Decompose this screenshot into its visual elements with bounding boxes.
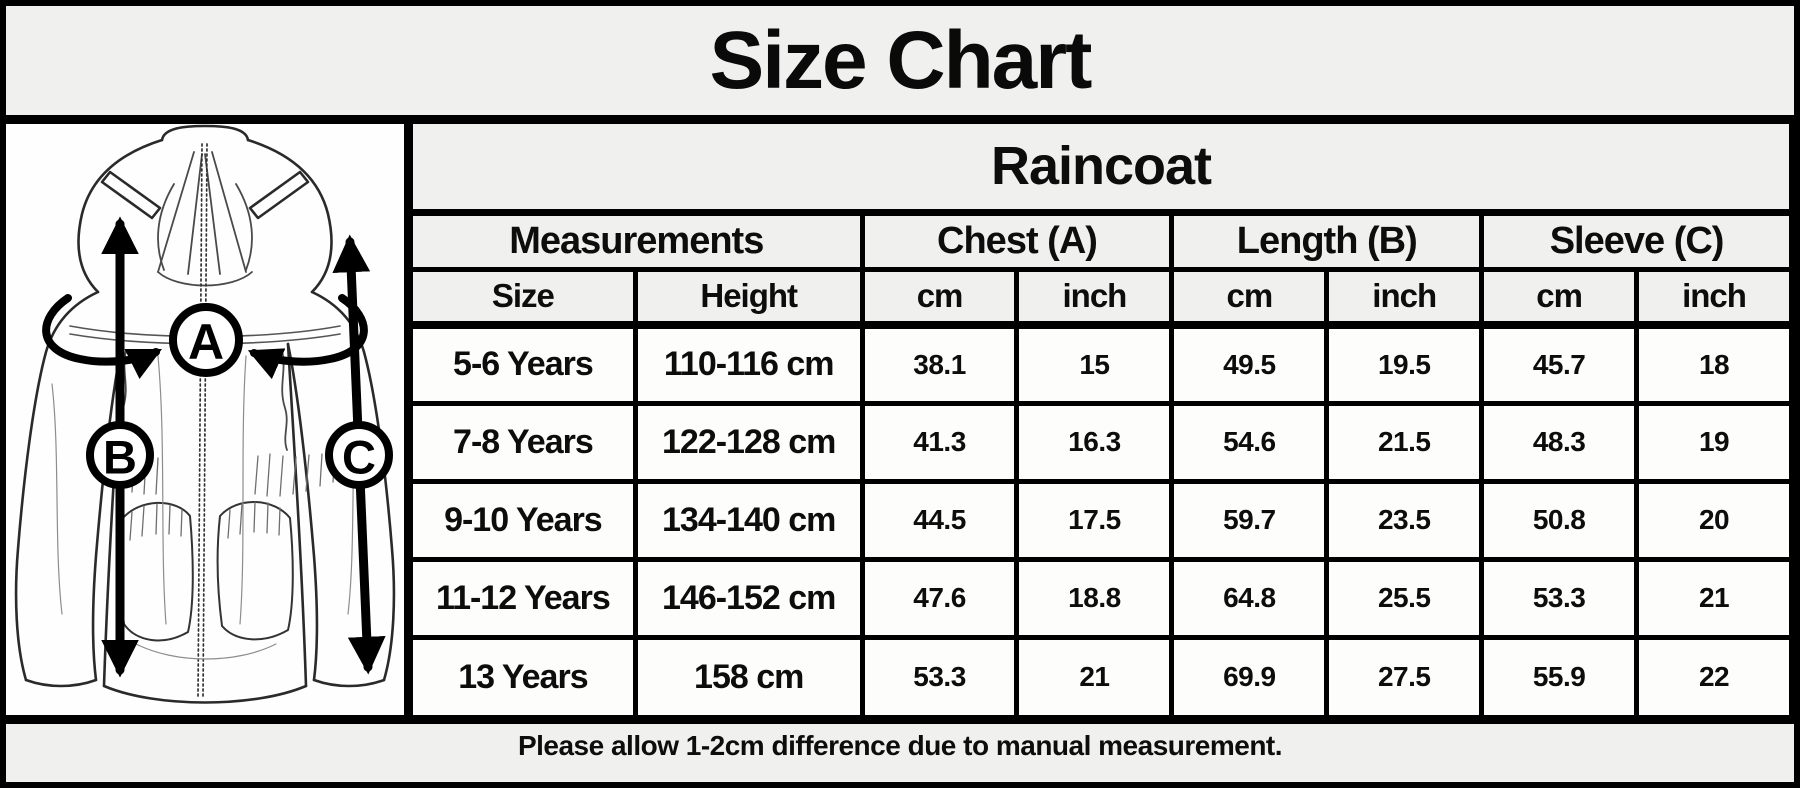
badge-a-circle <box>169 303 243 377</box>
cell-length-inch: 23.5 <box>1324 478 1485 562</box>
table-row: 7-8 Years 122-128 cm 41.3 16.3 54.6 21.5… <box>404 400 1794 484</box>
badge-c-label: C <box>342 431 376 484</box>
group-header-length: Length (B) <box>1169 209 1485 272</box>
cell-height: 146-152 cm <box>632 556 865 640</box>
cell-chest-inch: 21 <box>1014 634 1175 715</box>
cell-chest-cm: 38.1 <box>859 322 1020 406</box>
group-header-measurements: Measurements <box>404 209 865 272</box>
col-header-size: Size <box>404 266 638 329</box>
badge-c-circle <box>325 421 393 489</box>
chest-arrow-left <box>42 294 163 380</box>
cell-chest-inch: 18.8 <box>1014 556 1175 640</box>
col-header-chest-inch: inch <box>1014 266 1175 329</box>
col-header-sleeve-inch: inch <box>1634 266 1794 329</box>
group-header-row: Measurements Chest (A) Length (B) Sleeve… <box>404 209 1794 272</box>
badge-b-label: B <box>103 431 137 484</box>
badge-b-circle <box>86 421 154 489</box>
cell-length-inch: 21.5 <box>1324 400 1485 484</box>
cell-length-inch: 25.5 <box>1324 556 1485 640</box>
cell-length-inch: 19.5 <box>1324 322 1485 406</box>
col-header-chest-cm: cm <box>859 266 1020 329</box>
cell-length-inch: 27.5 <box>1324 634 1485 715</box>
cell-sleeve-inch: 18 <box>1634 322 1794 406</box>
cell-size: 5-6 Years <box>404 322 638 406</box>
measurement-badges: A B C <box>86 303 393 489</box>
cell-size: 13 Years <box>404 634 638 715</box>
chest-arrow-right <box>247 294 368 380</box>
cell-length-cm: 59.7 <box>1169 478 1330 562</box>
col-header-length-cm: cm <box>1169 266 1330 329</box>
cell-sleeve-inch: 19 <box>1634 400 1794 484</box>
group-header-chest: Chest (A) <box>859 209 1175 272</box>
cell-length-cm: 54.6 <box>1169 400 1330 484</box>
table-row: 13 Years 158 cm 53.3 21 69.9 27.5 55.9 2… <box>404 634 1794 715</box>
cell-height: 134-140 cm <box>632 478 865 562</box>
product-title: Raincoat <box>404 124 1794 216</box>
cell-height: 110-116 cm <box>632 322 865 406</box>
table-row: 11-12 Years 146-152 cm 47.6 18.8 64.8 25… <box>404 556 1794 640</box>
cell-length-cm: 64.8 <box>1169 556 1330 640</box>
cell-chest-cm: 44.5 <box>859 478 1020 562</box>
cell-chest-cm: 53.3 <box>859 634 1020 715</box>
size-table: Raincoat Measurements Chest (A) Length (… <box>404 124 1794 715</box>
raincoat-diagram-panel: A B C <box>6 124 404 715</box>
table-row: 5-6 Years 110-116 cm 38.1 15 49.5 19.5 4… <box>404 322 1794 406</box>
table-row: 9-10 Years 134-140 cm 44.5 17.5 59.7 23.… <box>404 478 1794 562</box>
cell-height: 122-128 cm <box>632 400 865 484</box>
cell-chest-cm: 41.3 <box>859 400 1020 484</box>
cell-sleeve-inch: 20 <box>1634 478 1794 562</box>
title-band: Size Chart <box>6 6 1794 124</box>
col-header-length-inch: inch <box>1324 266 1485 329</box>
cell-chest-inch: 16.3 <box>1014 400 1175 484</box>
footer-band: Please allow 1-2cm difference due to man… <box>6 715 1794 767</box>
group-header-sleeve: Sleeve (C) <box>1479 209 1794 272</box>
cell-chest-inch: 17.5 <box>1014 478 1175 562</box>
cell-length-cm: 69.9 <box>1169 634 1330 715</box>
cell-sleeve-cm: 45.7 <box>1479 322 1640 406</box>
cell-size: 7-8 Years <box>404 400 638 484</box>
measurement-disclaimer: Please allow 1-2cm difference due to man… <box>517 729 1283 761</box>
cell-sleeve-inch: 21 <box>1634 556 1794 640</box>
badge-a-label: A <box>188 314 224 370</box>
cell-size: 9-10 Years <box>404 478 638 562</box>
size-table-panel: Raincoat Measurements Chest (A) Length (… <box>404 124 1794 715</box>
cell-sleeve-cm: 50.8 <box>1479 478 1640 562</box>
raincoat-measurement-diagram: A B C <box>14 124 396 704</box>
col-header-height: Height <box>632 266 865 329</box>
content-area: A B C Raincoat <box>6 124 1794 715</box>
sub-header-row: Size Height cm inch cm inch cm inch <box>404 266 1794 329</box>
cell-height: 158 cm <box>632 634 865 715</box>
raincoat-sketch <box>14 124 396 704</box>
cell-chest-cm: 47.6 <box>859 556 1020 640</box>
cell-size: 11-12 Years <box>404 556 638 640</box>
cell-sleeve-cm: 53.3 <box>1479 556 1640 640</box>
cell-length-cm: 49.5 <box>1169 322 1330 406</box>
cell-sleeve-cm: 48.3 <box>1479 400 1640 484</box>
col-header-sleeve-cm: cm <box>1479 266 1640 329</box>
cell-sleeve-cm: 55.9 <box>1479 634 1640 715</box>
cell-chest-inch: 15 <box>1014 322 1175 406</box>
page-title: Size Chart <box>709 14 1093 106</box>
cell-sleeve-inch: 22 <box>1634 634 1794 715</box>
product-header-row: Raincoat <box>404 124 1794 216</box>
